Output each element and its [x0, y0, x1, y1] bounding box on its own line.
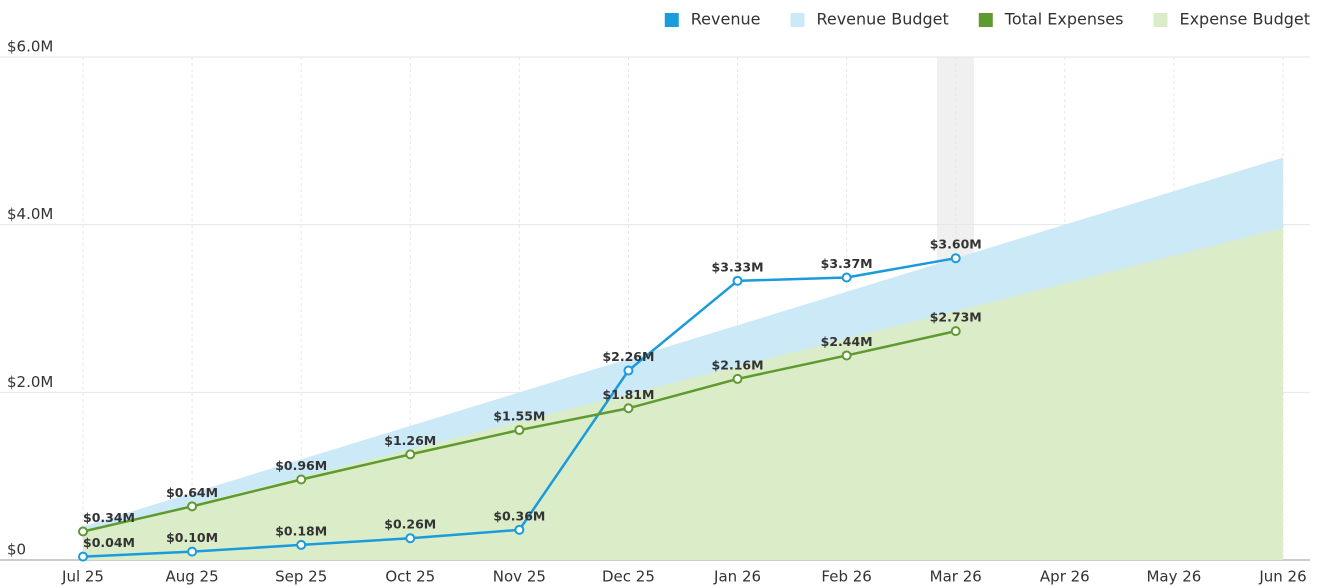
- point: [514, 524, 525, 535]
- x-tick-label: Nov 25: [493, 568, 546, 586]
- legend-swatch: [1153, 13, 1168, 27]
- x-tick-label: Aug 25: [166, 568, 219, 586]
- x-tick-label: Oct 25: [385, 568, 435, 586]
- legend-label: Total Expenses: [1004, 10, 1124, 29]
- point: [78, 526, 88, 537]
- x-tick-label: Apr 26: [1040, 568, 1090, 586]
- point: [405, 533, 416, 544]
- data-label: $3.33M: [712, 259, 764, 274]
- legend: Expense Budget Total Expenses Revenue Budg…: [664, 10, 1310, 29]
- data-label: $1.26M: [384, 433, 436, 448]
- data-label: $3.60M: [930, 237, 982, 252]
- legend-swatch: [664, 13, 679, 27]
- x-tick-label: Sep 25: [275, 568, 327, 586]
- legend-swatch: [790, 13, 805, 27]
- point: [841, 350, 852, 361]
- x-tick-label: Dec 25: [602, 568, 655, 586]
- data-label: $0.64M: [166, 485, 218, 500]
- data-label: $0.36M: [493, 508, 545, 523]
- x-tick-label: May 26: [1146, 568, 1201, 586]
- point: [623, 403, 634, 414]
- data-label: $0.34M: [83, 510, 135, 525]
- legend-label: Expense Budget: [1179, 10, 1310, 29]
- point: [623, 365, 634, 376]
- y-tick-label: $2.0M: [7, 373, 53, 391]
- point: [187, 501, 198, 512]
- data-label: $0.10M: [166, 530, 218, 545]
- point: [296, 474, 307, 485]
- data-label: $2.26M: [602, 349, 654, 364]
- x-tick-label: Feb 26: [821, 568, 871, 586]
- data-label: $2.73M: [930, 310, 982, 325]
- point: [78, 551, 88, 562]
- legend-swatch: [978, 13, 993, 27]
- data-label: $0.26M: [384, 517, 436, 532]
- x-tick-label: Jul 25: [61, 568, 104, 586]
- point: [841, 272, 852, 283]
- x-tick-label: Jun 26: [1258, 568, 1306, 586]
- point: [732, 275, 743, 286]
- point: [950, 326, 961, 337]
- data-label: $0.96M: [275, 458, 327, 473]
- point: [950, 253, 961, 264]
- point: [187, 546, 198, 557]
- y-tick-label: $4.0M: [7, 205, 53, 223]
- data-label: $2.16M: [712, 357, 764, 372]
- data-label: $1.81M: [602, 387, 654, 402]
- point: [405, 449, 416, 460]
- y-tick-label: $6.0M: [7, 38, 53, 56]
- data-label: $2.44M: [821, 334, 873, 349]
- legend-label: Revenue: [691, 10, 761, 29]
- x-tick-label: Jan 26: [713, 568, 761, 586]
- legend-label: Revenue Budget: [816, 10, 948, 29]
- point: [732, 373, 743, 384]
- data-label: $0.04M: [83, 535, 135, 550]
- y-tick-label: $0: [7, 541, 26, 559]
- point: [514, 425, 525, 436]
- data-label: $0.18M: [275, 523, 327, 538]
- data-label: $1.55M: [493, 409, 545, 424]
- point: [296, 539, 307, 550]
- x-tick-label: Mar 26: [930, 568, 982, 586]
- data-label: $3.37M: [821, 256, 873, 271]
